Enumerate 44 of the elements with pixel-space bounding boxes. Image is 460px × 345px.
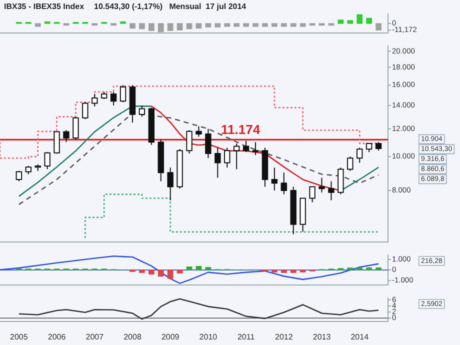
- bar: [234, 23, 240, 27]
- bar: [280, 23, 287, 27]
- bar: [262, 23, 268, 27]
- bar: [110, 23, 116, 26]
- bar: [186, 23, 192, 30]
- bar: [34, 23, 41, 27]
- bar: [130, 23, 136, 29]
- bar: [338, 20, 344, 24]
- bar: [252, 23, 258, 27]
- ref-line-label: 11.174: [221, 122, 261, 137]
- bar: [214, 23, 221, 28]
- x-tick-label: 2013: [312, 332, 332, 342]
- chart-subtitle: 10.543,30 (-1,17%) Mensual 17 jul 2014: [94, 2, 246, 11]
- bar: [318, 23, 325, 26]
- bar: [224, 23, 230, 27]
- x-tick-label: 2006: [48, 332, 66, 342]
- bar: [356, 14, 363, 24]
- x-tick-label: 2010: [199, 332, 218, 342]
- bar: [63, 23, 70, 26]
- bar: [243, 23, 249, 27]
- bar: [376, 23, 382, 30]
- chart-title: IBX35 - IBEX35 Index: [4, 2, 84, 11]
- x-tick-label: 2014: [350, 332, 370, 342]
- x-tick-label: 2011: [237, 332, 256, 342]
- x-tick-label: 2007: [86, 332, 104, 342]
- bar: [328, 23, 334, 26]
- bar: [44, 21, 50, 24]
- bar: [272, 23, 278, 27]
- bar: [176, 23, 183, 30]
- bar: [309, 23, 316, 26]
- bar: [290, 23, 296, 27]
- bar: [366, 18, 372, 24]
- bar: [120, 21, 126, 24]
- bar: [205, 23, 212, 28]
- x-tick-label: 2012: [275, 332, 294, 342]
- bar: [347, 20, 354, 24]
- line-series: [18, 112, 380, 206]
- bar: [300, 23, 306, 27]
- x-tick-label: 2005: [10, 332, 28, 342]
- bar: [196, 23, 202, 29]
- bar: [139, 23, 145, 30]
- bar: [92, 23, 98, 26]
- x-tick-label: 2009: [161, 332, 180, 342]
- x-tick-label: 2008: [124, 332, 142, 342]
